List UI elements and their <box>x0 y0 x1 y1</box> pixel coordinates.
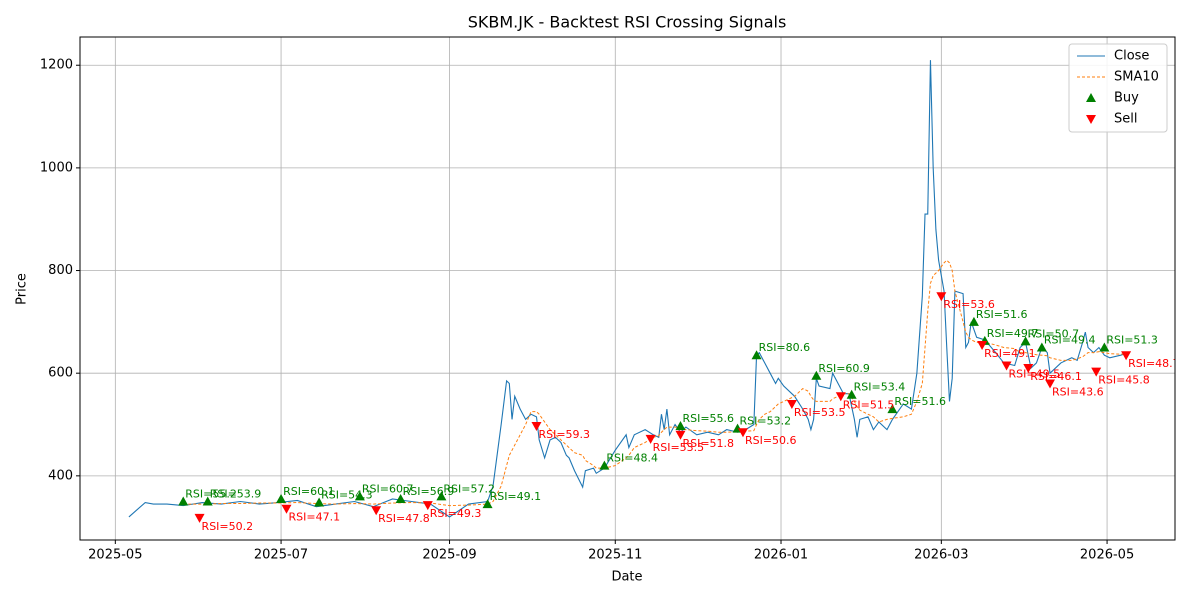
signal-label: RSI=53.5 <box>653 441 705 454</box>
signal-label: RSI=46.1 <box>1030 370 1082 383</box>
buy-marker <box>436 491 447 501</box>
legend-label: SMA10 <box>1114 70 1159 85</box>
buy-marker <box>846 389 857 399</box>
legend-swatch <box>1086 93 1096 102</box>
signal-label: RSI=43.6 <box>1052 385 1104 398</box>
x-tick-label: 2026-05 <box>1080 548 1134 563</box>
legend: Close SMA10 Buy Sell <box>1068 43 1168 133</box>
signal-label: RSI=49.1 <box>984 347 1036 360</box>
y-tick-label: 400 <box>48 468 73 483</box>
sell-marker <box>936 292 947 302</box>
signal-label: RSI=80.6 <box>759 341 811 354</box>
signal-label: RSI=50.7 <box>1028 327 1080 340</box>
x-tick-label: 2025-09 <box>422 548 476 563</box>
buy-marker <box>482 499 493 509</box>
legend-label: Sell <box>1114 112 1137 127</box>
y-tick-label: 1000 <box>40 160 73 175</box>
signal-label: RSI=47.1 <box>289 511 341 524</box>
buy-marker <box>675 421 686 431</box>
sell-marker <box>1023 364 1034 374</box>
sell-marker <box>194 513 205 523</box>
buy-marker <box>178 496 189 506</box>
buy-marker <box>811 370 822 380</box>
signal-label: RSI=51.6 <box>976 308 1028 321</box>
buy-marker <box>751 350 762 360</box>
series-line <box>128 60 1129 518</box>
signal-label: RSI=60.1 <box>283 485 335 498</box>
buy-marker <box>202 496 213 506</box>
signal-label: RSI=49.1 <box>490 490 542 503</box>
signal-label: RSI=59.3 <box>538 428 590 441</box>
x-tick-label: 2026-01 <box>754 548 808 563</box>
signal-label: RSI=53.6 <box>943 298 995 311</box>
y-axis-label: Price <box>15 273 30 305</box>
x-tick-label: 2025-05 <box>88 548 142 563</box>
signal-label: RSI=51.8 <box>682 437 734 450</box>
legend-label: Buy <box>1114 91 1139 106</box>
signal-label: RSI=60.9 <box>818 362 870 375</box>
sell-marker <box>1121 351 1132 361</box>
signal-label: RSI=53.4 <box>854 381 906 394</box>
signal-label: RSI=50.6 <box>745 434 797 447</box>
signal-label: RSI=50.2 <box>202 520 254 533</box>
signal-label: RSI=53.9 <box>210 488 262 501</box>
sell-marker <box>1045 379 1056 389</box>
buy-marker <box>276 493 287 503</box>
axes-frame <box>79 36 1176 541</box>
x-axis-label: Date <box>611 570 642 585</box>
sell-marker <box>786 399 797 409</box>
signal-label: RSI=49.5 <box>1009 367 1061 380</box>
signal-label: RSI=47.8 <box>378 512 430 525</box>
sell-marker <box>422 501 433 511</box>
signal-label: RSI=49.4 <box>1044 334 1096 347</box>
buy-marker <box>968 316 979 326</box>
sell-marker <box>675 430 686 440</box>
sell-marker <box>835 392 846 402</box>
signal-label: RSI=45.8 <box>1098 374 1150 387</box>
y-tick-label: 600 <box>48 366 73 381</box>
signal-label: RSI=49.3 <box>430 507 482 520</box>
legend-label: Close <box>1114 49 1149 64</box>
y-tick-label: 800 <box>48 263 73 278</box>
buy-marker <box>354 491 365 501</box>
sell-marker <box>371 506 382 516</box>
x-tick-label: 2025-07 <box>254 548 308 563</box>
buy-marker <box>395 493 406 503</box>
buy-marker <box>599 460 610 470</box>
signal-label: RSI=53.2 <box>740 415 792 428</box>
buy-marker <box>887 404 898 414</box>
signal-label: RSI=60.7 <box>362 482 414 495</box>
signal-label: RSI=55.2 <box>185 488 237 501</box>
buy-marker <box>1020 336 1031 346</box>
buy-marker <box>1036 342 1047 352</box>
x-tick-label: 2026-03 <box>914 548 968 563</box>
sell-marker <box>1001 361 1012 371</box>
x-tick-label: 2025-11 <box>588 548 642 563</box>
legend-swatch <box>1086 115 1096 124</box>
legend-box <box>1068 43 1168 133</box>
y-tick-label: 1200 <box>40 58 73 73</box>
sell-marker <box>645 434 656 444</box>
buy-marker <box>1099 342 1110 352</box>
sell-marker <box>1091 367 1102 377</box>
sell-marker <box>977 340 988 350</box>
buy-marker <box>314 497 325 507</box>
signal-label: RSI=51.6 <box>894 395 946 408</box>
signal-label: RSI=51.3 <box>1106 334 1158 347</box>
signal-label: RSI=55.6 <box>682 412 734 425</box>
signal-label: RSI=48.4 <box>606 452 658 465</box>
signal-label: RSI=57.2 <box>443 482 495 495</box>
sell-marker <box>531 422 542 432</box>
signal-label: RSI=48.7 <box>1128 357 1180 370</box>
sell-marker <box>281 504 292 514</box>
signal-label: RSI=51.5 <box>843 398 895 411</box>
signal-label: RSI=53.5 <box>794 406 846 419</box>
chart-title: SKBM.JK - Backtest RSI Crossing Signals <box>468 13 787 32</box>
sell-marker <box>737 428 748 438</box>
